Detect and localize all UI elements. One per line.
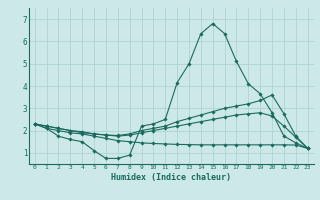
X-axis label: Humidex (Indice chaleur): Humidex (Indice chaleur) [111,173,231,182]
